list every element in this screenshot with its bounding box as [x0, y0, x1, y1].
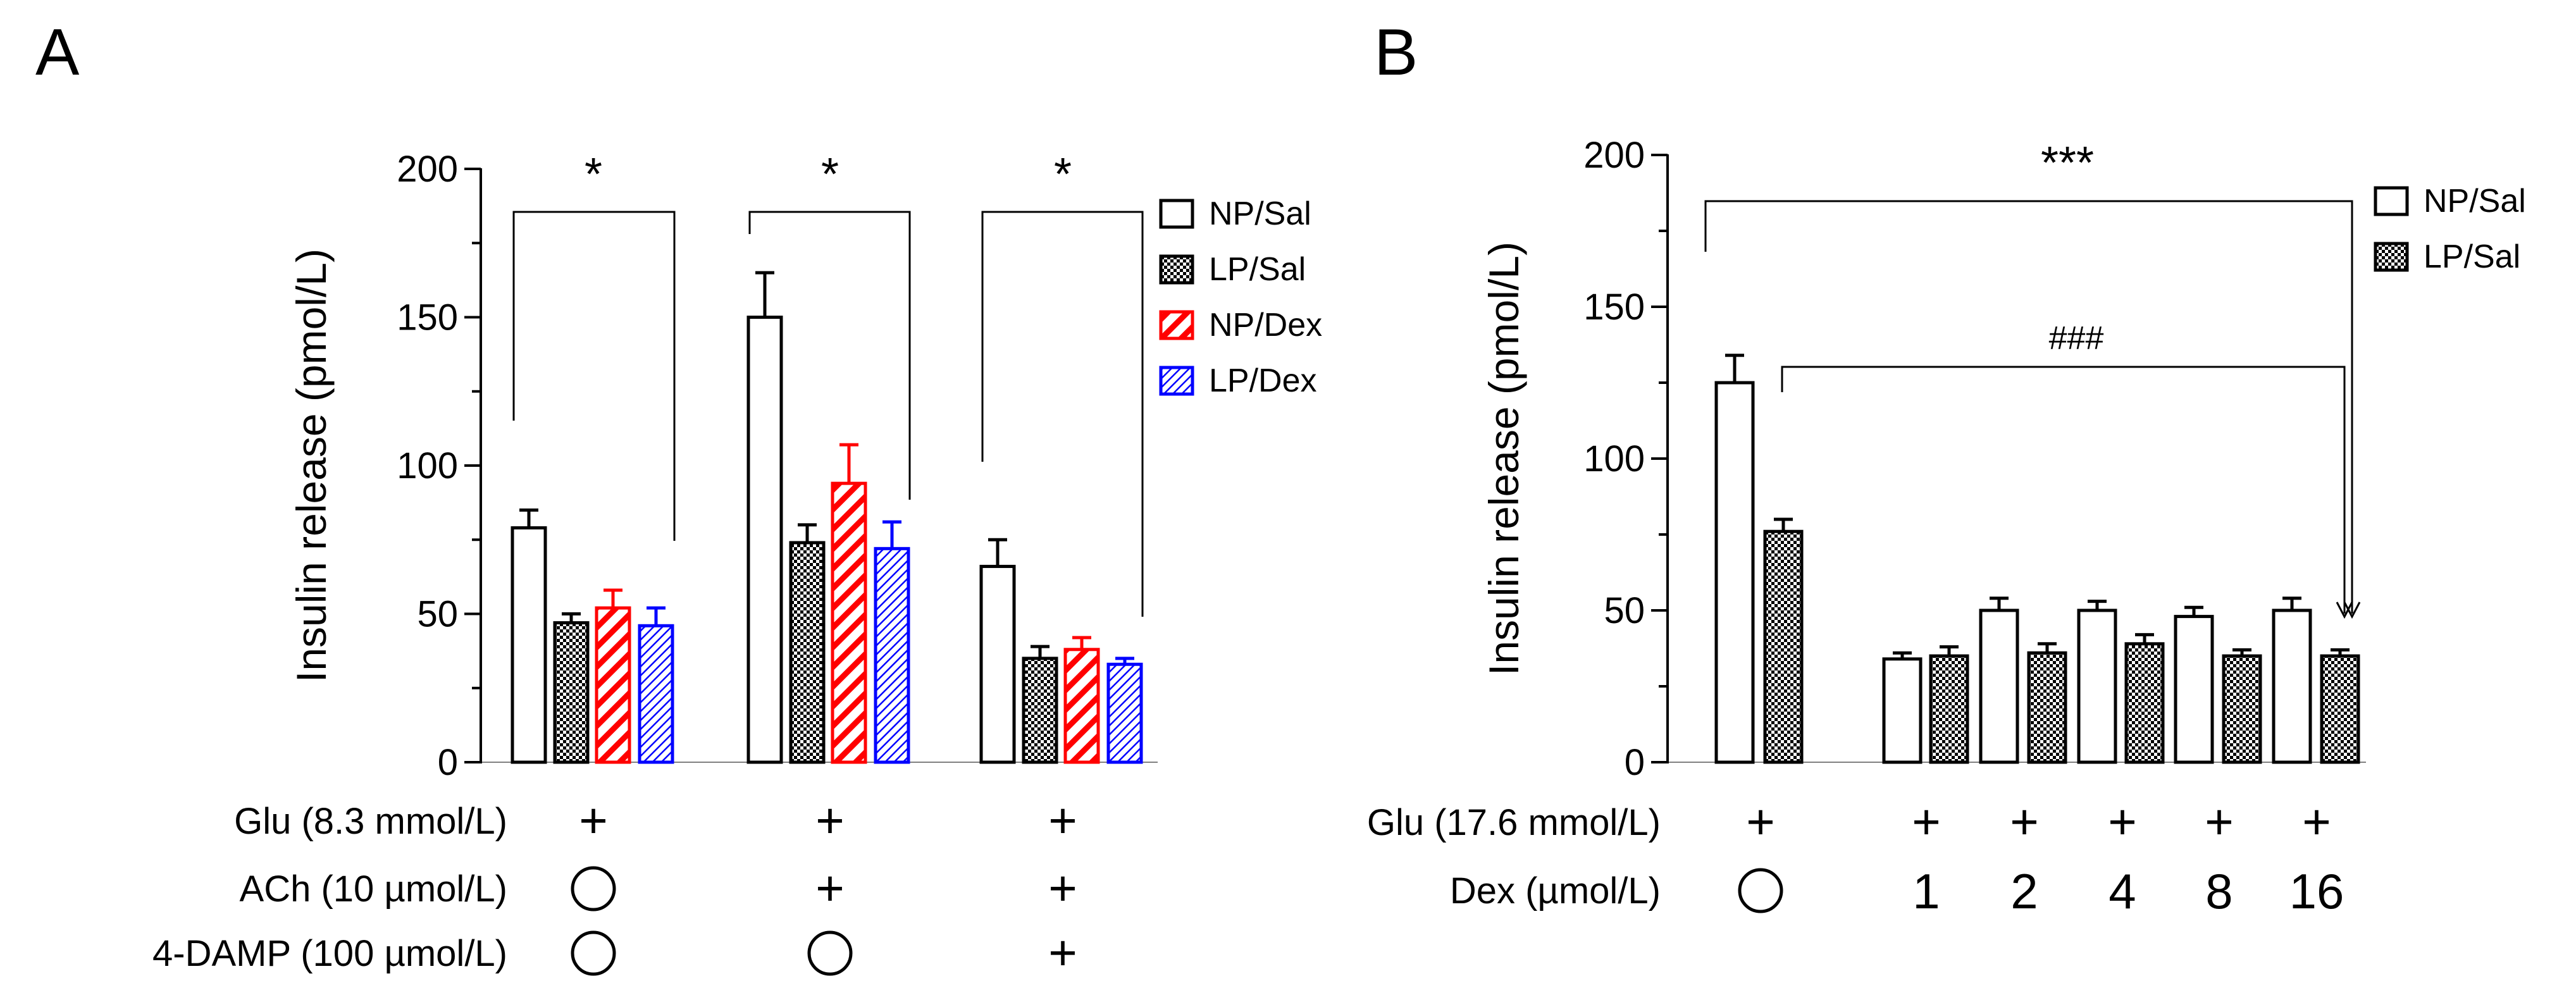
y-tick-label: 0	[1625, 742, 1645, 783]
dose-value: 2	[2010, 863, 2038, 919]
absent-marker-circle	[807, 930, 853, 976]
bar-lp-sal	[2027, 651, 2067, 764]
dose-value: 16	[2289, 863, 2344, 919]
absent-marker-circle	[571, 866, 616, 911]
bar-np-sal	[1979, 609, 2019, 764]
significance-bracket	[981, 211, 1144, 617]
present-marker-plus: +	[579, 793, 608, 848]
present-marker-plus: +	[2108, 794, 2137, 849]
present-marker-plus: +	[1746, 794, 1775, 849]
legend-swatch	[2374, 186, 2409, 216]
bar-lp-sal	[2222, 654, 2262, 764]
bar-np-sal	[2272, 609, 2312, 764]
absent-marker-circle	[1738, 868, 1783, 913]
bar-np-sal	[746, 316, 783, 764]
y-tick-label: 0	[438, 742, 458, 783]
bar-np-sal	[979, 564, 1016, 764]
legend-swatch	[1159, 310, 1194, 340]
bar-np-sal	[511, 526, 547, 764]
absent-marker-circle	[571, 930, 616, 976]
present-marker-plus: +	[1048, 860, 1077, 916]
significance-marker: ***	[2041, 138, 2094, 188]
bracket-arrowhead	[2343, 602, 2361, 619]
y-tick-label: 200	[397, 149, 458, 190]
present-marker-plus: +	[2205, 794, 2234, 849]
bar-np-dex	[595, 606, 631, 764]
bar-lp-sal	[1929, 654, 1969, 764]
panel-a: A 0 50 100 150 200 Insulin release (pmol/L) NP/…	[35, 16, 1322, 980]
y-axis-label: Insulin release (pmol/L)	[288, 249, 335, 683]
legend-swatch	[1159, 366, 1194, 396]
legend-swatch	[1159, 199, 1194, 229]
significance-bracket	[512, 211, 676, 541]
legend-swatch	[1159, 254, 1194, 285]
bar-lp-sal	[553, 621, 590, 764]
legend-swatch	[2374, 242, 2409, 272]
bar-lp-sal	[2124, 642, 2165, 764]
significance-bracket	[1781, 366, 2346, 614]
present-marker-plus: +	[2302, 794, 2331, 849]
bar-np-sal	[2077, 609, 2117, 764]
bar-lp-dex	[874, 547, 910, 764]
bar-lp-sal	[1022, 657, 1058, 764]
present-marker-plus: +	[1048, 793, 1077, 848]
y-tick-label: 100	[1583, 438, 1645, 479]
panel-b: B 0 50 100 150 200 Insulin release (pmol/L) NP/…	[1367, 16, 2526, 919]
y-tick-label: 50	[1604, 590, 1645, 631]
y-tick-label: 150	[1583, 287, 1645, 328]
bar-lp-sal	[1763, 529, 1804, 764]
bracket-arrowhead	[2336, 602, 2353, 619]
bar-lp-dex	[638, 624, 674, 764]
bar-np-dex	[831, 481, 867, 764]
present-marker-plus: +	[2010, 794, 2039, 849]
bar-lp-sal	[789, 541, 826, 764]
panel-label: A	[35, 16, 80, 89]
legend-label: LP/Sal	[2424, 238, 2520, 275]
present-marker-plus: +	[815, 793, 845, 848]
dose-value: 1	[1912, 863, 1940, 919]
significance-marker: *	[1054, 149, 1072, 200]
bar-np-sal	[2174, 615, 2214, 764]
significance-marker: *	[821, 149, 839, 200]
condition-label: Glu (17.6 mmol/L)	[1367, 802, 1661, 843]
legend-label: LP/Dex	[1209, 362, 1317, 399]
condition-label: Dex (µmol/L)	[1450, 870, 1661, 911]
panel-label: B	[1374, 16, 1418, 89]
present-marker-plus: +	[1048, 925, 1077, 980]
condition-label: 4-DAMP (100 µmol/L)	[152, 933, 507, 974]
dose-value: 4	[2108, 863, 2136, 919]
y-tick-label: 50	[417, 594, 458, 635]
condition-label: Glu (8.3 mmol/L)	[234, 801, 507, 842]
dose-value: 8	[2205, 863, 2232, 919]
y-axis-label: Insulin release (pmol/L)	[1480, 242, 1527, 676]
y-tick-label: 200	[1583, 135, 1645, 176]
present-marker-plus: +	[1912, 794, 1941, 849]
significance-marker: ###	[2049, 320, 2104, 357]
significance-bracket	[1704, 200, 2353, 614]
legend-label: NP/Sal	[2424, 183, 2526, 219]
legend-label: NP/Dex	[1209, 307, 1322, 343]
significance-marker: *	[585, 149, 602, 200]
bar-np-sal	[1882, 657, 1923, 764]
legend-label: NP/Sal	[1209, 195, 1311, 232]
bar-np-dex	[1063, 648, 1100, 764]
y-tick-label: 100	[397, 445, 458, 486]
legend-label: LP/Sal	[1209, 251, 1306, 288]
condition-label: ACh (10 µmol/L)	[240, 868, 507, 910]
significance-bracket	[748, 211, 911, 500]
bar-lp-dex	[1106, 662, 1143, 764]
present-marker-plus: +	[815, 860, 845, 916]
bar-np-sal	[1714, 381, 1755, 764]
y-tick-label: 150	[397, 297, 458, 338]
bar-lp-sal	[2320, 654, 2360, 764]
